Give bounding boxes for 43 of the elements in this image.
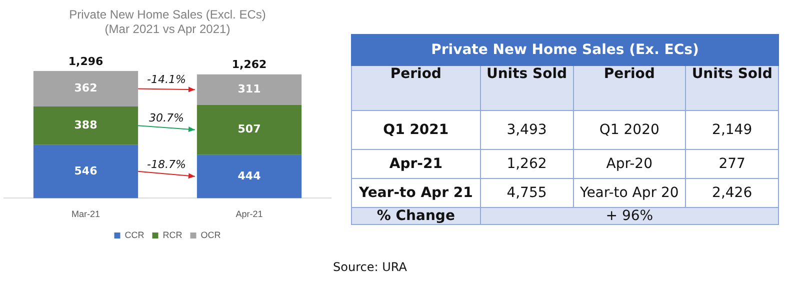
total-label: 1,296 [68,54,104,68]
annotation: 30.7% [149,112,184,125]
data-label: 546 [74,164,98,178]
text: (Mar 2021 vs Apr 2021) [104,22,230,36]
bar [196,74,302,105]
x-tick-label: Mar-21 [71,209,100,220]
text: + 96% [606,208,654,224]
text: Year-to Apr 21 [359,185,473,201]
text: Apr-21 [389,156,442,172]
text: Apr-20 [606,156,652,172]
data-label: 444 [238,169,262,182]
text: 4,755 [506,185,547,201]
bar [33,144,138,198]
annotation: -18.7% [147,158,186,171]
annotation: -14.1% [147,73,186,86]
source-note: Source: URA [332,260,408,274]
text: Q1 2020 [599,122,660,138]
text: Private New Home Sales (Excl. ECs) [69,8,266,22]
text: Year-to Apr 20 [580,185,679,201]
bar [196,154,302,198]
total-label: 1,262 [232,58,267,72]
text: 2,426 [712,185,752,201]
legend-label: CCR [124,230,145,240]
text: 277 [718,156,746,172]
data-label: 507 [238,122,261,136]
text: Private New Home Sales (Ex. ECs) [352,34,778,66]
legend-label: OCR [200,230,222,240]
bar [33,71,138,107]
data-label: 311 [238,82,261,96]
text: Period [390,66,442,82]
bar [33,106,138,145]
text: 3,493 [506,122,547,138]
data-label: 362 [74,82,98,95]
text: Units Sold [486,66,568,82]
bar [196,104,302,155]
text: Period [604,66,655,82]
text: Units Sold [692,66,772,82]
text: 1,262 [506,156,547,172]
data-label: 388 [74,118,98,132]
legend-label: RCR [162,230,183,240]
text: 2,149 [712,122,752,138]
text: Q1 2021 [383,122,449,138]
text: % Change [376,208,455,224]
